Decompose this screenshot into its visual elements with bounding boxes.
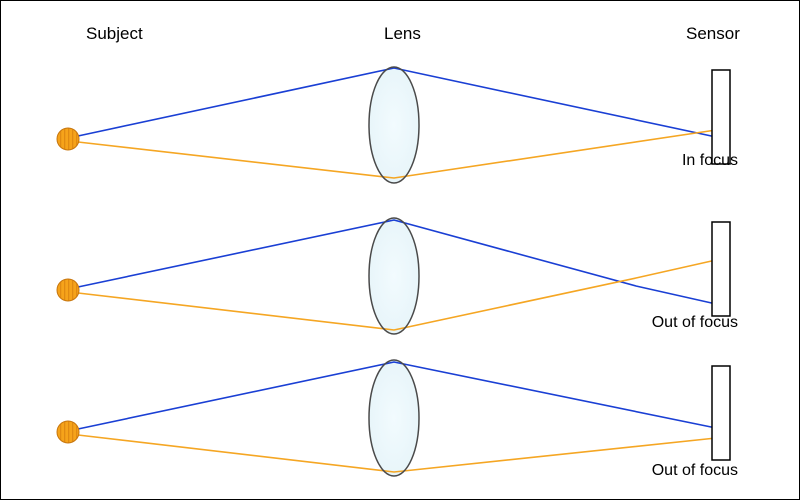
focus-caption-1: Out of focus — [618, 314, 738, 332]
focus-caption-2: Out of focus — [618, 462, 738, 480]
sensor-icon — [712, 70, 730, 164]
subject-icon — [57, 128, 79, 150]
optics-diagram-svg — [0, 0, 800, 500]
header-subject: Subject — [86, 24, 143, 44]
sensor-icon — [712, 366, 730, 460]
subject-icon — [57, 421, 79, 443]
header-sensor: Sensor — [686, 24, 740, 44]
subject-icon — [57, 279, 79, 301]
sensor-icon — [712, 222, 730, 316]
diagram-row-2 — [57, 360, 730, 476]
focus-caption-0: In focus — [618, 152, 738, 170]
header-lens: Lens — [384, 24, 421, 44]
